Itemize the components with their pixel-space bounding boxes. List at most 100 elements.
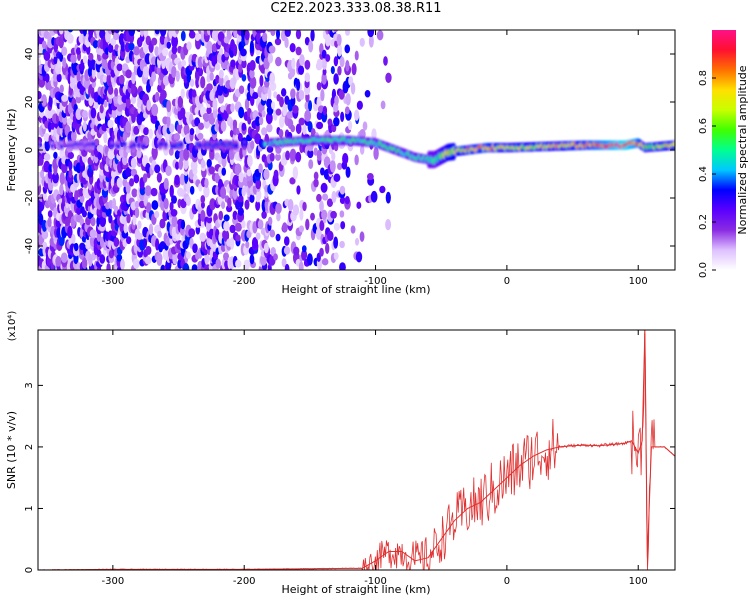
- y-tick-label: 0: [24, 147, 35, 153]
- heat-cell: [313, 178, 319, 188]
- heat-cell: [108, 214, 113, 224]
- heat-cell: [367, 30, 375, 38]
- heat-cell: [111, 107, 117, 119]
- heat-cell: [339, 56, 345, 68]
- snr-line-jitter: [38, 330, 675, 570]
- heat-cell: [73, 242, 79, 252]
- heat-cell: [268, 45, 276, 54]
- heat-cell: [339, 262, 346, 270]
- heat-cell: [215, 258, 221, 269]
- colorbar-tick-label: 0.2: [698, 214, 709, 230]
- heat-cell: [211, 54, 218, 67]
- heat-cell: [70, 130, 77, 142]
- heat-cell: [257, 219, 264, 230]
- heat-cell: [150, 114, 158, 124]
- heat-cell: [97, 152, 102, 161]
- heat-cell: [186, 41, 192, 51]
- heat-cell: [249, 76, 257, 89]
- y-tick-label: 2: [24, 444, 35, 450]
- heat-cell: [340, 221, 346, 230]
- heat-cell: [221, 156, 227, 168]
- heat-cell: [304, 59, 311, 70]
- heat-cell: [87, 66, 93, 78]
- heat-cell: [266, 123, 273, 133]
- heat-cell: [133, 174, 140, 184]
- heat-cell: [235, 259, 242, 268]
- ridge-core: [141, 144, 146, 149]
- ridge-core: [176, 143, 181, 148]
- heat-cell: [370, 190, 378, 203]
- heat-cell: [263, 242, 269, 254]
- heat-cell: [385, 72, 392, 83]
- heat-cell: [238, 62, 243, 73]
- heat-cell: [296, 185, 301, 195]
- heat-cell: [260, 30, 266, 34]
- x-tick-label: 0: [504, 276, 510, 287]
- heat-cell: [151, 71, 157, 83]
- heat-cell: [99, 104, 104, 114]
- heat-cell: [251, 237, 259, 249]
- heat-cell: [195, 32, 201, 42]
- heat-cell: [156, 172, 162, 183]
- heat-cell: [142, 65, 150, 78]
- heat-cell: [88, 30, 94, 38]
- heat-cell: [325, 54, 331, 62]
- heat-cell: [275, 108, 282, 116]
- heat-cell: [273, 91, 278, 99]
- heat-cell: [76, 71, 81, 82]
- heat-cell: [289, 66, 296, 78]
- heat-cell: [154, 91, 160, 102]
- heat-cell: [67, 225, 73, 239]
- heat-cell: [89, 229, 97, 239]
- heat-cell: [159, 30, 167, 37]
- heat-cell: [271, 101, 276, 110]
- heat-cell: [99, 254, 106, 264]
- heat-cell: [166, 115, 171, 129]
- heat-cell: [261, 127, 268, 136]
- heat-cell: [223, 252, 230, 261]
- heat-cell: [151, 103, 159, 117]
- heat-cell: [229, 236, 235, 250]
- heat-cell: [330, 38, 336, 47]
- heat-cell: [131, 71, 136, 85]
- heat-cell: [214, 63, 221, 71]
- heat-cell: [183, 157, 189, 170]
- heat-cell: [321, 258, 329, 266]
- heat-cell: [41, 40, 47, 50]
- heat-cell: [220, 186, 227, 199]
- heat-cell: [230, 103, 235, 113]
- heat-cell: [354, 154, 359, 166]
- heat-cell: [103, 100, 108, 108]
- heat-cell: [204, 178, 209, 189]
- heat-cell: [295, 46, 302, 56]
- heat-cell: [94, 138, 100, 146]
- heat-cell: [154, 210, 160, 219]
- heat-cell: [102, 74, 107, 83]
- spectrogram-x-axis-label: Height of straight line (km): [281, 283, 430, 296]
- x-tick-label: -100: [364, 276, 387, 287]
- snr-plot-area: [38, 330, 675, 570]
- heat-cell: [290, 88, 296, 99]
- heat-cell: [292, 104, 299, 114]
- x-tick-label: 100: [629, 576, 648, 587]
- heat-cell: [206, 158, 212, 168]
- heat-cell: [380, 100, 386, 110]
- heat-cell: [237, 132, 243, 142]
- heat-cell: [298, 117, 305, 126]
- heat-cell: [189, 185, 195, 195]
- heat-cell: [354, 50, 359, 61]
- heat-cell: [259, 254, 267, 266]
- heat-cell: [241, 122, 247, 131]
- heat-cell: [116, 102, 124, 112]
- heat-cell: [321, 209, 328, 220]
- heat-cell: [181, 59, 187, 67]
- heat-cell: [246, 169, 252, 177]
- heat-cell: [339, 185, 346, 195]
- heat-cell: [263, 168, 270, 180]
- heat-cell: [134, 200, 140, 209]
- heat-cell: [326, 230, 334, 242]
- heat-cell: [114, 30, 120, 34]
- heat-cell: [169, 184, 174, 198]
- heat-cell: [237, 195, 244, 203]
- heat-cell: [211, 30, 219, 42]
